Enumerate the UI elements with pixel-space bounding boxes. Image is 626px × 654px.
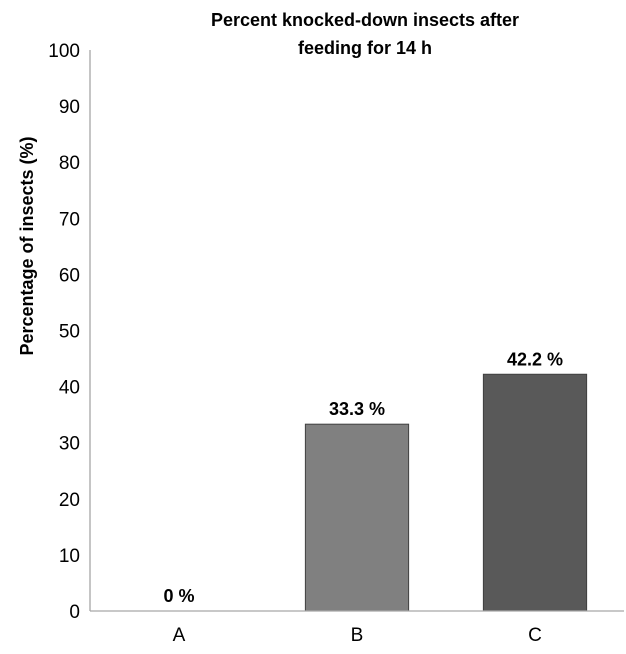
chart-title-line-2: feeding for 14 h	[298, 38, 432, 58]
data-label-a: 0 %	[163, 586, 194, 606]
y-tick-label: 10	[59, 546, 80, 567]
y-tick-label: 40	[59, 378, 80, 399]
data-labels: 0 % 33.3 % 42.2 %	[163, 349, 563, 606]
y-tick-label: 70	[59, 209, 80, 230]
y-axis-ticks: 0 10 20 30 40 50 60 70 80 90 100	[48, 41, 80, 623]
data-label-c: 42.2 %	[507, 349, 563, 369]
y-tick-label: 60	[59, 265, 80, 286]
bar-b	[304, 423, 410, 612]
data-label-b: 33.3 %	[329, 399, 385, 419]
x-tick-label-c: C	[528, 625, 542, 646]
y-tick-label: 90	[59, 97, 80, 118]
y-tick-label: 50	[59, 322, 80, 343]
y-tick-label: 80	[59, 153, 80, 174]
chart-title-line-1: Percent knocked-down insects after	[211, 10, 519, 30]
y-tick-label: 0	[69, 602, 80, 623]
x-axis-ticks: A B C	[173, 625, 542, 646]
y-tick-label: 30	[59, 434, 80, 455]
y-axis-label: Percentage of insects (%)	[17, 136, 37, 355]
bars	[304, 373, 588, 612]
y-tick-label: 20	[59, 490, 80, 511]
chart-title: Percent knocked-down insects after feedi…	[211, 10, 519, 58]
x-tick-label-a: A	[173, 625, 186, 646]
bar-c	[482, 373, 588, 612]
x-tick-label-b: B	[351, 625, 364, 646]
y-tick-label: 100	[48, 41, 80, 62]
